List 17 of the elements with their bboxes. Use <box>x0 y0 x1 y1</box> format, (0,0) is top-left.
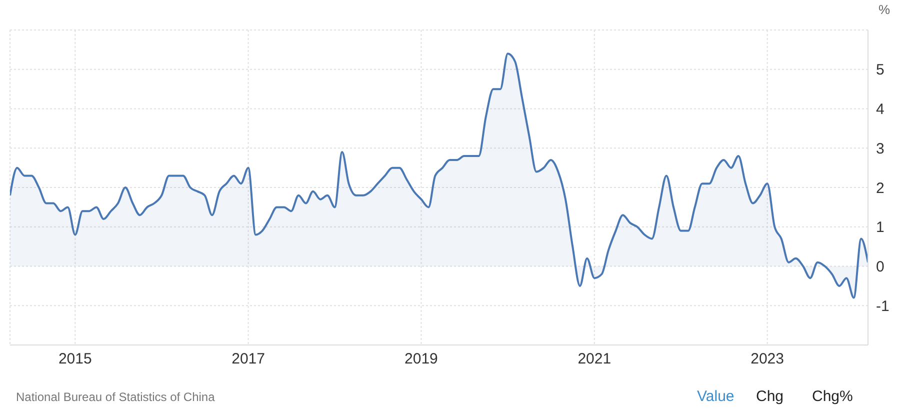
text: Chg% <box>812 388 853 405</box>
x-tick-label: 2023 <box>750 350 784 368</box>
y-tick-label: 2 <box>876 180 884 197</box>
text: National Bureau of Statistics of China <box>16 390 215 404</box>
text: Chg <box>756 388 784 405</box>
y-tick-label: 3 <box>876 140 884 158</box>
y-axis-title: % <box>878 2 890 17</box>
y-tick-label: 5 <box>876 62 884 79</box>
y-tick-label: 4 <box>876 101 884 118</box>
x-tick-label: 2017 <box>232 350 265 368</box>
y-tick-label: 0 <box>876 258 884 276</box>
x-tick-label: 2015 <box>58 350 92 368</box>
y-tick-label: -1 <box>876 298 890 315</box>
text: Value <box>697 388 734 405</box>
y-tick-label: 1 <box>876 219 884 236</box>
x-tick-label: 2021 <box>578 350 612 368</box>
x-tick-label: 2019 <box>404 350 438 368</box>
